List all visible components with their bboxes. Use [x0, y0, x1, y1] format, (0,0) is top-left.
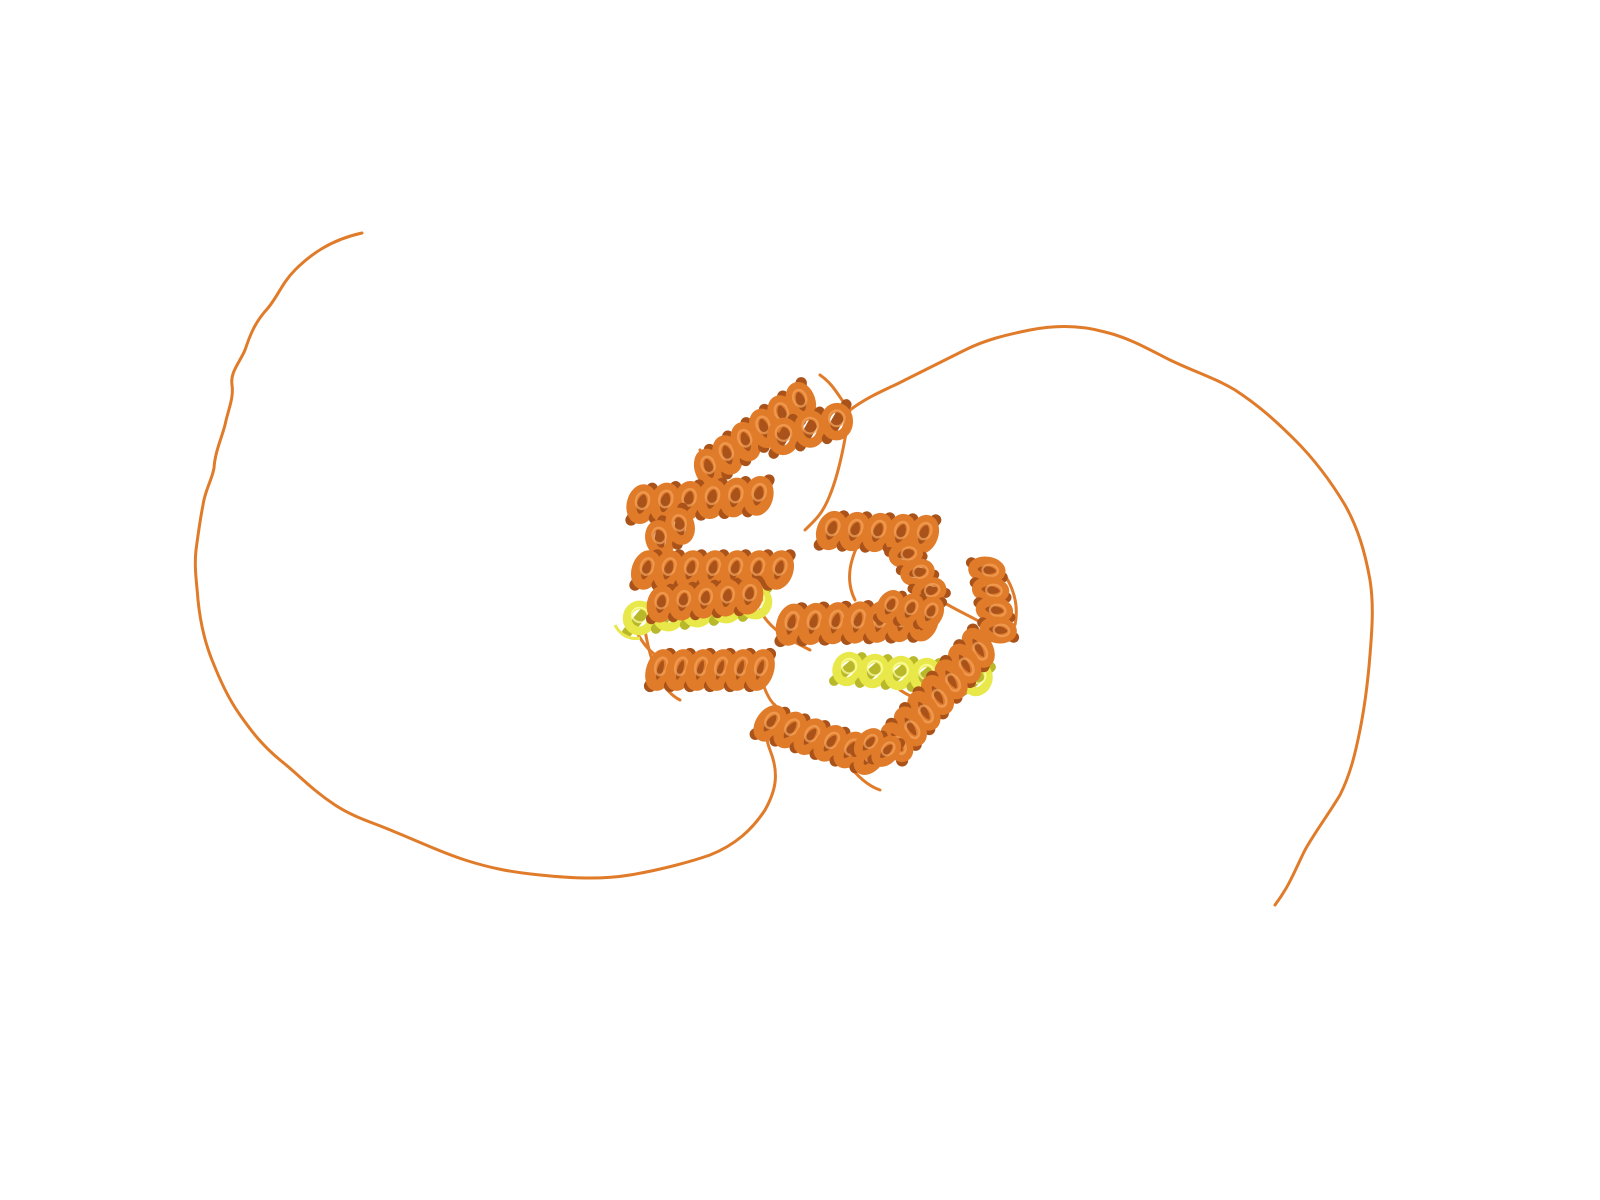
- helix-lower-left: [647, 652, 773, 688]
- helix-middle-left-lower: [649, 580, 761, 619]
- helix-center-knot: [876, 591, 943, 629]
- primary-chain-helices: [629, 383, 1014, 774]
- helix-upper-left: [629, 479, 772, 521]
